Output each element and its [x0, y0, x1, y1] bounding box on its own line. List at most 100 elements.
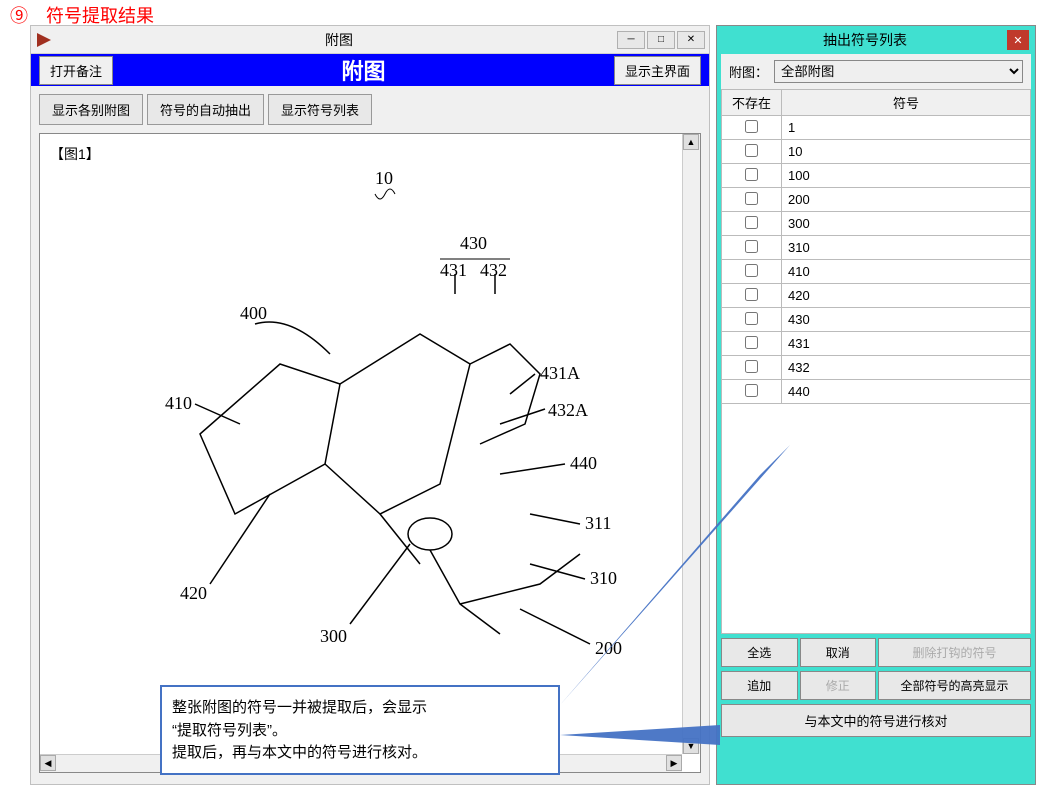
- table-row[interactable]: 410: [722, 260, 1031, 284]
- exists-checkbox[interactable]: [745, 264, 758, 277]
- label-300: 300: [320, 626, 347, 646]
- exists-cell[interactable]: [722, 260, 782, 284]
- blue-bar-title: 附图: [113, 54, 614, 86]
- panel-buttons-row1: 全选 取消 删除打钩的符号: [721, 638, 1031, 667]
- close-button[interactable]: ✕: [677, 31, 705, 49]
- titlebar: 附图 ─ □ ✕: [31, 26, 709, 54]
- exists-cell[interactable]: [722, 164, 782, 188]
- panel-close-button[interactable]: ✕: [1007, 30, 1029, 50]
- table-row[interactable]: 100: [722, 164, 1031, 188]
- scroll-down-icon[interactable]: ▼: [683, 738, 699, 754]
- table-row[interactable]: 10: [722, 140, 1031, 164]
- symbol-cell: 420: [782, 284, 1031, 308]
- label-420: 420: [180, 583, 207, 603]
- label-400: 400: [240, 303, 267, 323]
- exists-cell[interactable]: [722, 356, 782, 380]
- table-row[interactable]: 430: [722, 308, 1031, 332]
- filter-label: 附图：: [729, 62, 768, 81]
- panel-titlebar: 抽出符号列表 ✕: [717, 26, 1035, 54]
- exists-checkbox[interactable]: [745, 120, 758, 133]
- edit-button[interactable]: 修正: [800, 671, 877, 700]
- label-10: 10: [375, 168, 393, 188]
- exists-checkbox[interactable]: [745, 144, 758, 157]
- table-row[interactable]: 431: [722, 332, 1031, 356]
- exists-checkbox[interactable]: [745, 216, 758, 229]
- label-440: 440: [570, 453, 597, 473]
- symbol-table-wrap: 不存在 符号 110100200300310410420430431432440: [721, 89, 1031, 634]
- label-200: 200: [595, 638, 622, 658]
- exists-cell[interactable]: [722, 332, 782, 356]
- table-blank-area: [721, 404, 1031, 634]
- exists-checkbox[interactable]: [745, 288, 758, 301]
- exists-cell[interactable]: [722, 284, 782, 308]
- toolbar: 显示各别附图 符号的自动抽出 显示符号列表: [31, 86, 709, 133]
- exists-checkbox[interactable]: [745, 192, 758, 205]
- symbol-cell: 10: [782, 140, 1031, 164]
- exists-cell[interactable]: [722, 236, 782, 260]
- table-row[interactable]: 432: [722, 356, 1031, 380]
- callout-box: 整张附图的符号一并被提取后，会显示 “提取符号列表”。 提取后，再与本文中的符号…: [160, 685, 560, 775]
- exists-checkbox[interactable]: [745, 312, 758, 325]
- show-main-button[interactable]: 显示主界面: [614, 56, 701, 85]
- label-430: 430: [460, 233, 487, 253]
- figure-filter-select[interactable]: 全部附图: [774, 60, 1023, 83]
- symbol-cell: 440: [782, 380, 1031, 404]
- exists-checkbox[interactable]: [745, 360, 758, 373]
- symbol-cell: 310: [782, 236, 1031, 260]
- window-controls: ─ □ ✕: [617, 31, 705, 49]
- label-410: 410: [165, 393, 192, 413]
- vertical-scrollbar[interactable]: ▲ ▼: [682, 134, 700, 754]
- window-title: 附图: [61, 30, 617, 50]
- open-notes-button[interactable]: 打开备注: [39, 56, 113, 85]
- exists-checkbox[interactable]: [745, 168, 758, 181]
- col-symbol-header: 符号: [782, 90, 1031, 116]
- compare-button[interactable]: 与本文中的符号进行核对: [721, 704, 1031, 737]
- table-row[interactable]: 310: [722, 236, 1031, 260]
- exists-cell[interactable]: [722, 116, 782, 140]
- exists-checkbox[interactable]: [745, 336, 758, 349]
- scroll-left-icon[interactable]: ◀: [40, 755, 56, 771]
- panel-title: 抽出符号列表: [723, 30, 1007, 50]
- scroll-up-icon[interactable]: ▲: [683, 134, 699, 150]
- table-row[interactable]: 300: [722, 212, 1031, 236]
- cancel-button[interactable]: 取消: [800, 638, 877, 667]
- exists-cell[interactable]: [722, 140, 782, 164]
- table-row[interactable]: 420: [722, 284, 1031, 308]
- symbol-list-panel: 抽出符号列表 ✕ 附图： 全部附图 不存在 符号 110100200300310…: [716, 25, 1036, 785]
- label-310: 310: [590, 568, 617, 588]
- select-all-button[interactable]: 全选: [721, 638, 798, 667]
- scroll-right-icon[interactable]: ▶: [666, 755, 682, 771]
- exists-cell[interactable]: [722, 188, 782, 212]
- blue-header-bar: 打开备注 附图 显示主界面: [31, 54, 709, 86]
- minimize-button[interactable]: ─: [617, 31, 645, 49]
- highlight-all-button[interactable]: 全部符号的高亮显示: [878, 671, 1031, 700]
- figure-window: 附图 ─ □ ✕ 打开备注 附图 显示主界面 显示各别附图 符号的自动抽出 显示…: [30, 25, 710, 785]
- table-row[interactable]: 440: [722, 380, 1031, 404]
- label-432: 432: [480, 260, 507, 280]
- patent-drawing: 10 400 410 420 300 430 431 432 431A 432A…: [80, 164, 660, 724]
- exists-checkbox[interactable]: [745, 240, 758, 253]
- maximize-button[interactable]: □: [647, 31, 675, 49]
- show-each-figure-button[interactable]: 显示各别附图: [39, 94, 143, 125]
- exists-checkbox[interactable]: [745, 384, 758, 397]
- exists-cell[interactable]: [722, 380, 782, 404]
- callout-line3: 提取后，再与本文中的符号进行核对。: [172, 742, 548, 765]
- add-button[interactable]: 追加: [721, 671, 798, 700]
- show-symbol-list-button[interactable]: 显示符号列表: [268, 94, 372, 125]
- delete-checked-button[interactable]: 删除打钩的符号: [878, 638, 1031, 667]
- auto-extract-button[interactable]: 符号的自动抽出: [147, 94, 264, 125]
- symbol-cell: 432: [782, 356, 1031, 380]
- symbol-cell: 1: [782, 116, 1031, 140]
- symbol-cell: 431: [782, 332, 1031, 356]
- table-row[interactable]: 1: [722, 116, 1031, 140]
- label-311: 311: [585, 513, 611, 533]
- figure-content: 【图1】: [39, 133, 701, 773]
- table-row[interactable]: 200: [722, 188, 1031, 212]
- exists-cell[interactable]: [722, 308, 782, 332]
- exists-cell[interactable]: [722, 212, 782, 236]
- app-icon: [35, 31, 53, 49]
- filter-row: 附图： 全部附图: [721, 54, 1031, 89]
- label-431a: 431A: [540, 363, 580, 383]
- symbol-table: 不存在 符号 110100200300310410420430431432440: [721, 89, 1031, 404]
- symbol-cell: 200: [782, 188, 1031, 212]
